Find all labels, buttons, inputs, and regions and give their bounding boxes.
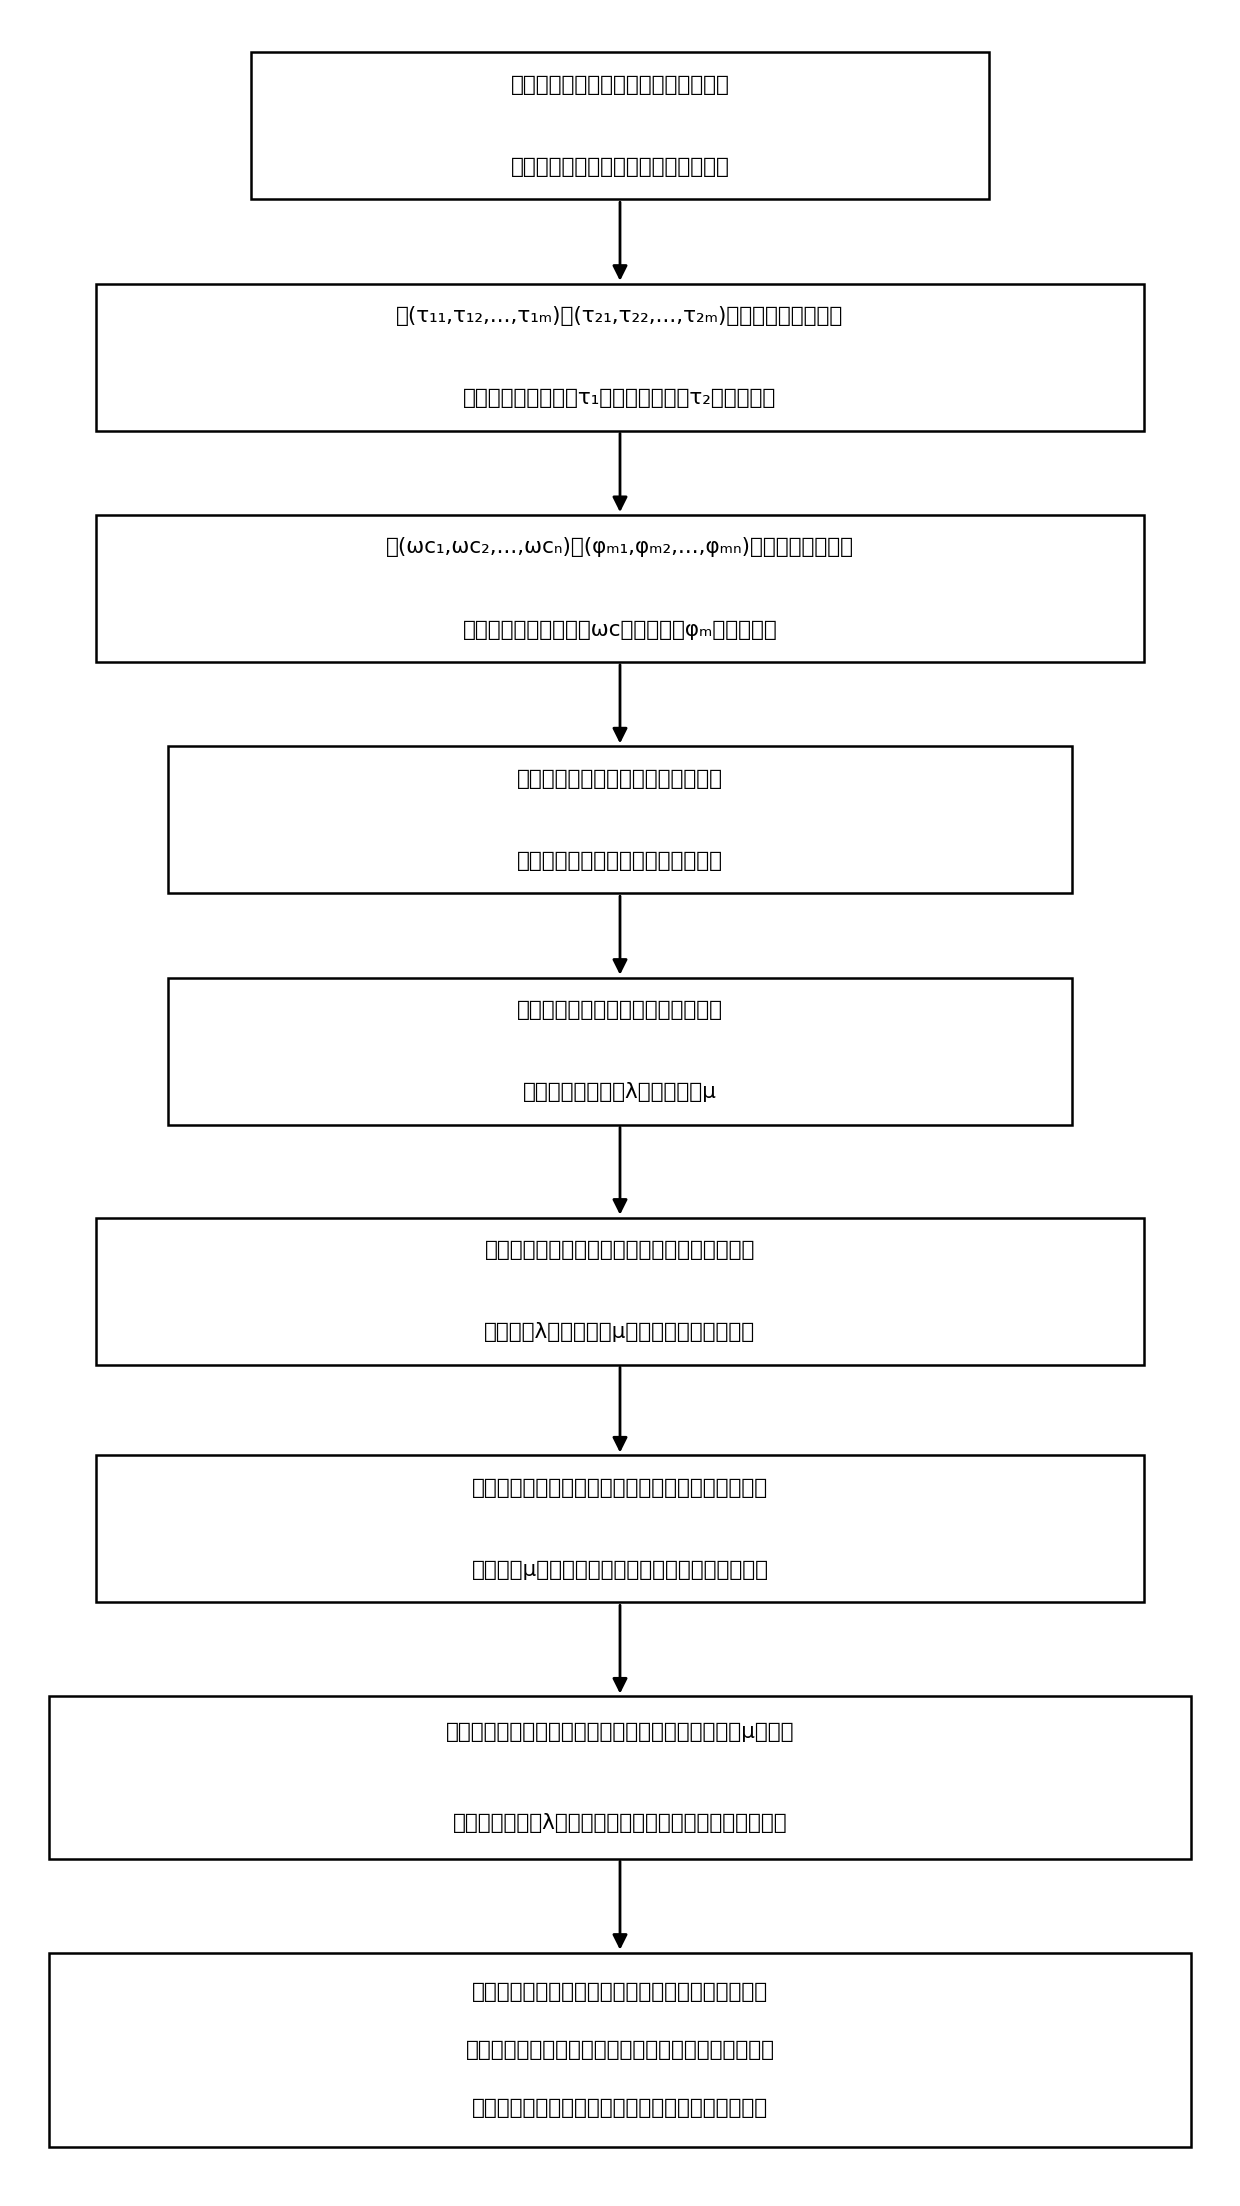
- Text: 初始化伺服系统被控对象的传递函数的: 初始化伺服系统被控对象的传递函数的: [511, 75, 729, 95]
- Text: 微分阶次μ作为输出，完成第一神经网络模型的训练: 微分阶次μ作为输出，完成第一神经网络模型的训练: [471, 1560, 769, 1579]
- Text: 针对每个对象样本，分别计算一个对: 针对每个对象样本，分别计算一个对: [517, 768, 723, 788]
- Text: 构建第二神经网络模型，以样本特征向量和微分阶次μ作为输: 构建第二神经网络模型，以样本特征向量和微分阶次μ作为输: [445, 1723, 795, 1743]
- Text: 入，以积分阶次λ作为输出，完成第二神经网络模型的训练: 入，以积分阶次λ作为输出，完成第二神经网络模型的训练: [453, 1813, 787, 1833]
- Bar: [97, 1218, 1143, 1366]
- Text: 象样本的积分阶次λ和微分阶次μ: 象样本的积分阶次λ和微分阶次μ: [523, 1083, 717, 1103]
- Bar: [250, 53, 990, 199]
- Text: 积分阶次λ和微分阶次μ作为输出，构建样本集: 积分阶次λ和微分阶次μ作为输出，构建样本集: [485, 1321, 755, 1341]
- Bar: [48, 1952, 1192, 2146]
- Text: 将(ωᴄ₁,ωᴄ₂,...,ωᴄₙ)和(φₘ₁,φₘ₂,...,φₘₙ)两两取值组合，得: 将(ωᴄ₁,ωᴄ₂,...,ωᴄₙ)和(φₘ₁,φₘ₂,...,φₘₙ)两两取值…: [386, 538, 854, 558]
- Bar: [167, 746, 1073, 893]
- Text: 各项参数、开环截止频率以及相位裕度: 各项参数、开环截止频率以及相位裕度: [511, 157, 729, 176]
- Text: 获取实际应用中伺服系统被控对象的传递函数的对象: 获取实际应用中伺服系统被控对象的传递函数的对象: [472, 1981, 768, 2001]
- Text: 针对每一个对象样本，计算每一个对: 针对每一个对象样本，计算每一个对: [517, 999, 723, 1019]
- Bar: [97, 285, 1143, 430]
- Text: 模型输出微分阶次，第二神经网络模型输出积分阶次: 模型输出微分阶次，第二神经网络模型输出积分阶次: [472, 2098, 768, 2118]
- Text: 到若干个开环截止频率ωᴄ和相位裕度φₘ的取值组合: 到若干个开环截止频率ωᴄ和相位裕度φₘ的取值组合: [463, 620, 777, 640]
- Text: 将(τ₁₁,τ₁₂,...,τ₁ₘ)和(τ₂₁,τ₂₂,...,τ₂ₘ)两两取值组合，得到: 将(τ₁₁,τ₁₂,...,τ₁ₘ)和(τ₂₁,τ₂₂,...,τ₂ₘ)两两取值…: [397, 307, 843, 326]
- Bar: [167, 977, 1073, 1125]
- Text: 模型参数、开环截止频率以及相位裕度，第一神经网络: 模型参数、开环截止频率以及相位裕度，第一神经网络: [465, 2041, 775, 2060]
- Text: 以样本特征向量作为输入，以每一个对象样本的: 以样本特征向量作为输入，以每一个对象样本的: [485, 1240, 755, 1260]
- Text: 象样本在各个状态下的样本特征向量: 象样本在各个状态下的样本特征向量: [517, 852, 723, 871]
- Bar: [48, 1696, 1192, 1860]
- Bar: [97, 1456, 1143, 1602]
- Text: 构建第一神经网络模型，以样本特征向量作为输入，: 构建第一神经网络模型，以样本特征向量作为输入，: [472, 1478, 768, 1498]
- Text: 若干个对象模型参数τ₁和对象模型参数τ₂的取值组合: 若干个对象模型参数τ₁和对象模型参数τ₂的取值组合: [464, 388, 776, 408]
- Bar: [97, 514, 1143, 662]
